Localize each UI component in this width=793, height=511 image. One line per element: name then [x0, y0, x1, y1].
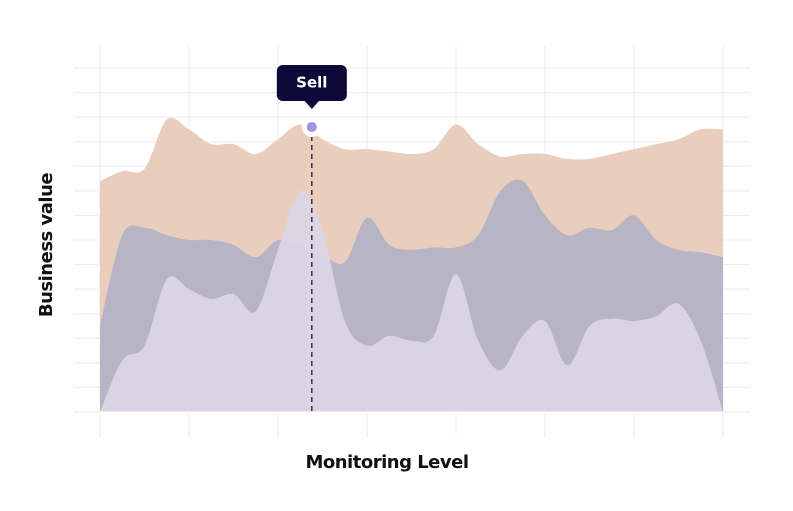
tooltip-box — [276, 64, 347, 101]
annotation-marker — [306, 121, 317, 132]
y-axis-title: Business value — [36, 173, 57, 317]
tooltip-label: Sell — [296, 73, 327, 91]
tooltip-pointer — [303, 99, 320, 109]
annotation-layer: Sell — [276, 64, 347, 412]
area-series — [100, 190, 723, 412]
areas — [100, 117, 723, 413]
x-axis-title: Monitoring Level — [305, 452, 468, 473]
